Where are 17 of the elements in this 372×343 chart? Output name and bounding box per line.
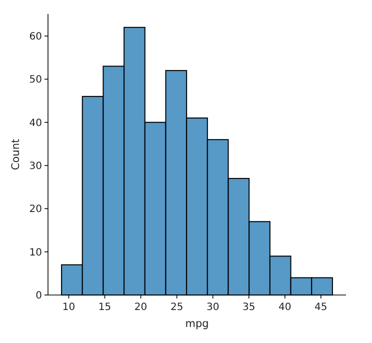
x-axis-title: mpg	[185, 318, 209, 330]
y-tick-label: 40	[29, 118, 42, 129]
y-tick-label: 20	[29, 204, 42, 216]
y-tick-label: 60	[29, 32, 42, 43]
y-tick-label: 10	[29, 247, 42, 258]
x-tick-label: 35	[242, 302, 256, 313]
x-tick-label: 45	[314, 302, 328, 313]
x-tick-label: 10	[62, 302, 76, 313]
y-tick-label: 50	[29, 74, 42, 86]
y-axis-title: Count	[10, 138, 22, 170]
x-tick-label: 20	[134, 302, 148, 313]
y-tick-label: 0	[36, 290, 42, 302]
x-tick-label: 25	[170, 302, 184, 313]
x-tick-label: 15	[98, 302, 112, 313]
x-tick-label: 40	[278, 302, 292, 313]
x-tick-label: 30	[206, 302, 220, 313]
y-tick-label: 30	[29, 161, 42, 172]
